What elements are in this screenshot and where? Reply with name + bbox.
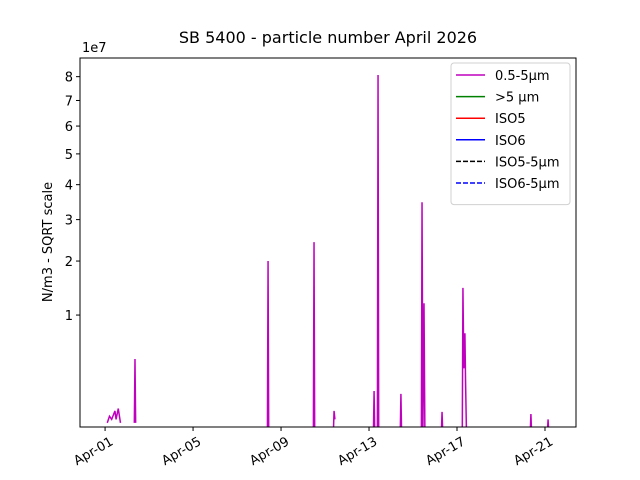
y-tick-label: 4: [65, 179, 73, 194]
y-offset-label: 1e7: [82, 41, 107, 56]
series-line: [461, 287, 468, 427]
x-tick-label: Apr-05: [159, 434, 204, 468]
series-line: [372, 391, 376, 427]
series-line: [312, 242, 316, 427]
y-tick-label: 6: [65, 120, 73, 135]
y-tick-label: 7: [65, 94, 73, 109]
y-tick-label: 3: [65, 214, 73, 229]
plot-frame: [79, 57, 577, 428]
y-tick-label: 2: [65, 255, 73, 270]
y-tick-label: 1: [65, 309, 73, 324]
series-line: [529, 414, 533, 427]
legend-box: [450, 62, 571, 206]
series-line: [546, 419, 550, 427]
x-tick-label: Apr-21: [511, 434, 556, 468]
legend-label: >5 µm: [495, 91, 539, 106]
legend-label: ISO6: [495, 134, 526, 149]
series-line: [106, 408, 122, 424]
x-tick-label: Apr-01: [71, 434, 116, 468]
x-tick-label: Apr-09: [247, 434, 292, 468]
series-line: [133, 358, 137, 423]
series-line: [440, 411, 444, 427]
x-tick-label: Apr-13: [335, 434, 380, 468]
y-axis-label: N/m3 - SQRT scale: [41, 182, 56, 302]
series-line: [399, 393, 403, 427]
series-line: [420, 202, 426, 427]
plot-area: [106, 75, 550, 427]
chart-title: SB 5400 - particle number April 2026: [179, 28, 477, 47]
y-tick-label: 5: [65, 148, 73, 163]
legend-label: ISO5-5µm: [495, 155, 560, 170]
legend-label: 0.5-5µm: [495, 69, 550, 84]
series-line: [332, 410, 336, 427]
series-line: [266, 261, 270, 427]
legend-label: ISO6-5µm: [495, 177, 560, 192]
legend-label: ISO5: [495, 112, 526, 127]
x-tick-label: Apr-17: [423, 434, 468, 468]
y-tick-label: 8: [65, 71, 73, 86]
series-line: [376, 75, 380, 427]
